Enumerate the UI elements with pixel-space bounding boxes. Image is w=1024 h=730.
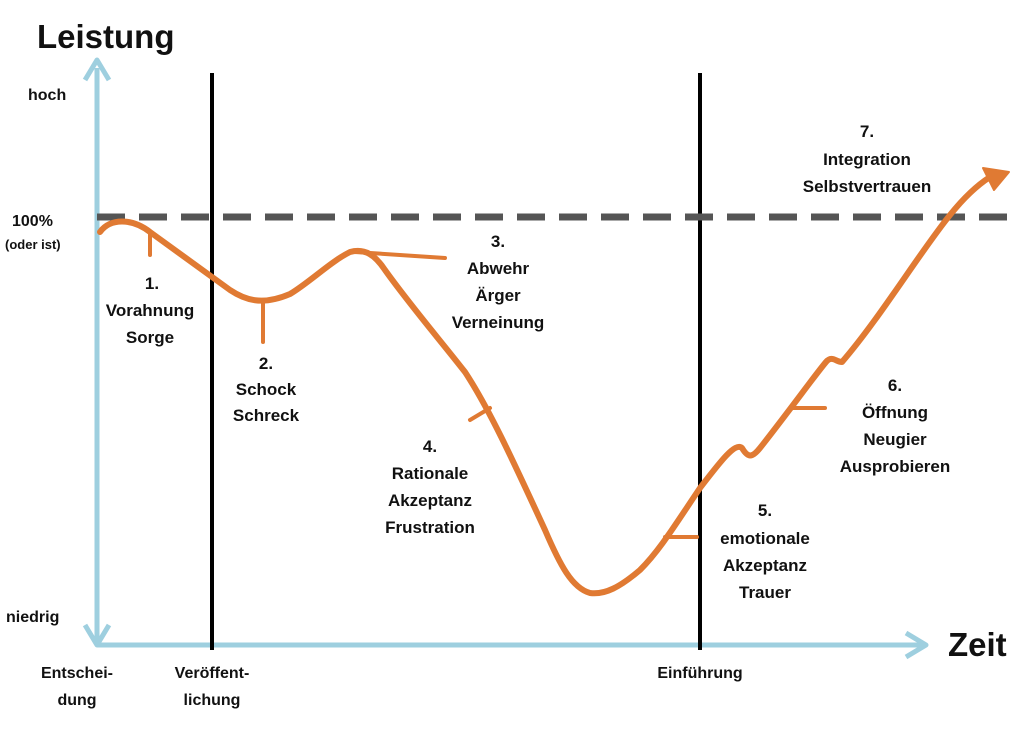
milestone-entscheidung-line2: dung — [57, 692, 96, 709]
phase-6-line1: Öffnung — [862, 403, 928, 422]
phase-2-line2: Schreck — [233, 406, 300, 425]
phase-2-line1: Schock — [236, 380, 297, 399]
phase-5-line3: Trauer — [739, 583, 791, 602]
phase-3-line2: Ärger — [475, 286, 521, 305]
y-high-label: hoch — [28, 87, 66, 104]
phase-5-line1: emotionale — [720, 529, 810, 548]
phase-4-line1: Rationale — [392, 464, 469, 483]
baseline-label: 100% — [12, 213, 53, 230]
phase-7-num: 7. — [860, 122, 874, 141]
phase-ticks — [148, 230, 827, 539]
milestone-veroeffentlichung-line2: lichung — [184, 692, 241, 709]
phase-3-label: 3. Abwehr Ärger Verneinung — [452, 232, 545, 332]
phase-2-num: 2. — [259, 354, 273, 373]
phase-3-num: 3. — [491, 232, 505, 251]
phase-4-label: 4. Rationale Akzeptanz Frustration — [385, 437, 475, 537]
milestone-veroeffentlichung-line1: Veröffent- — [175, 665, 250, 682]
phase-4-line2: Akzeptanz — [388, 491, 472, 510]
phase-3-line3: Verneinung — [452, 313, 545, 332]
milestone-entscheidung-line1: Entschei- — [41, 665, 113, 682]
phase-2-label: 2. Schock Schreck — [233, 354, 300, 425]
phase-1-num: 1. — [145, 274, 159, 293]
y-axis — [82, 57, 112, 648]
milestone-einfuehrung-line1: Einführung — [657, 665, 742, 682]
phase-1-label: 1. Vorahnung Sorge — [106, 274, 194, 347]
baseline-sublabel: (oder ist) — [5, 237, 61, 252]
phase-7-line2: Selbstvertrauen — [803, 177, 932, 196]
y-low-label: niedrig — [6, 609, 59, 626]
phase-5-label: 5. emotionale Akzeptanz Trauer — [720, 501, 810, 602]
phase-6-line2: Neugier — [863, 430, 927, 449]
phase-3-line1: Abwehr — [467, 259, 530, 278]
phase-5-num: 5. — [758, 501, 772, 520]
phase-4-line3: Frustration — [385, 518, 475, 537]
phase-7-line1: Integration — [823, 150, 911, 169]
phase-7-label: 7. Integration Selbstvertrauen — [803, 122, 932, 196]
phase-6-label: 6. Öffnung Neugier Ausprobieren — [840, 376, 951, 476]
phase-1-line1: Vorahnung — [106, 301, 194, 320]
x-axis-title: Zeit — [948, 626, 1007, 663]
tick-phase-3 — [353, 250, 447, 260]
x-axis — [97, 630, 929, 660]
phase-6-num: 6. — [888, 376, 902, 395]
tick-phase-4 — [468, 406, 492, 422]
phase-1-line2: Sorge — [126, 328, 174, 347]
y-axis-title: Leistung — [37, 18, 175, 55]
phase-4-num: 4. — [423, 437, 437, 456]
performance-curve — [97, 167, 1010, 597]
phase-6-line3: Ausprobieren — [840, 457, 951, 476]
phase-5-line2: Akzeptanz — [723, 556, 807, 575]
